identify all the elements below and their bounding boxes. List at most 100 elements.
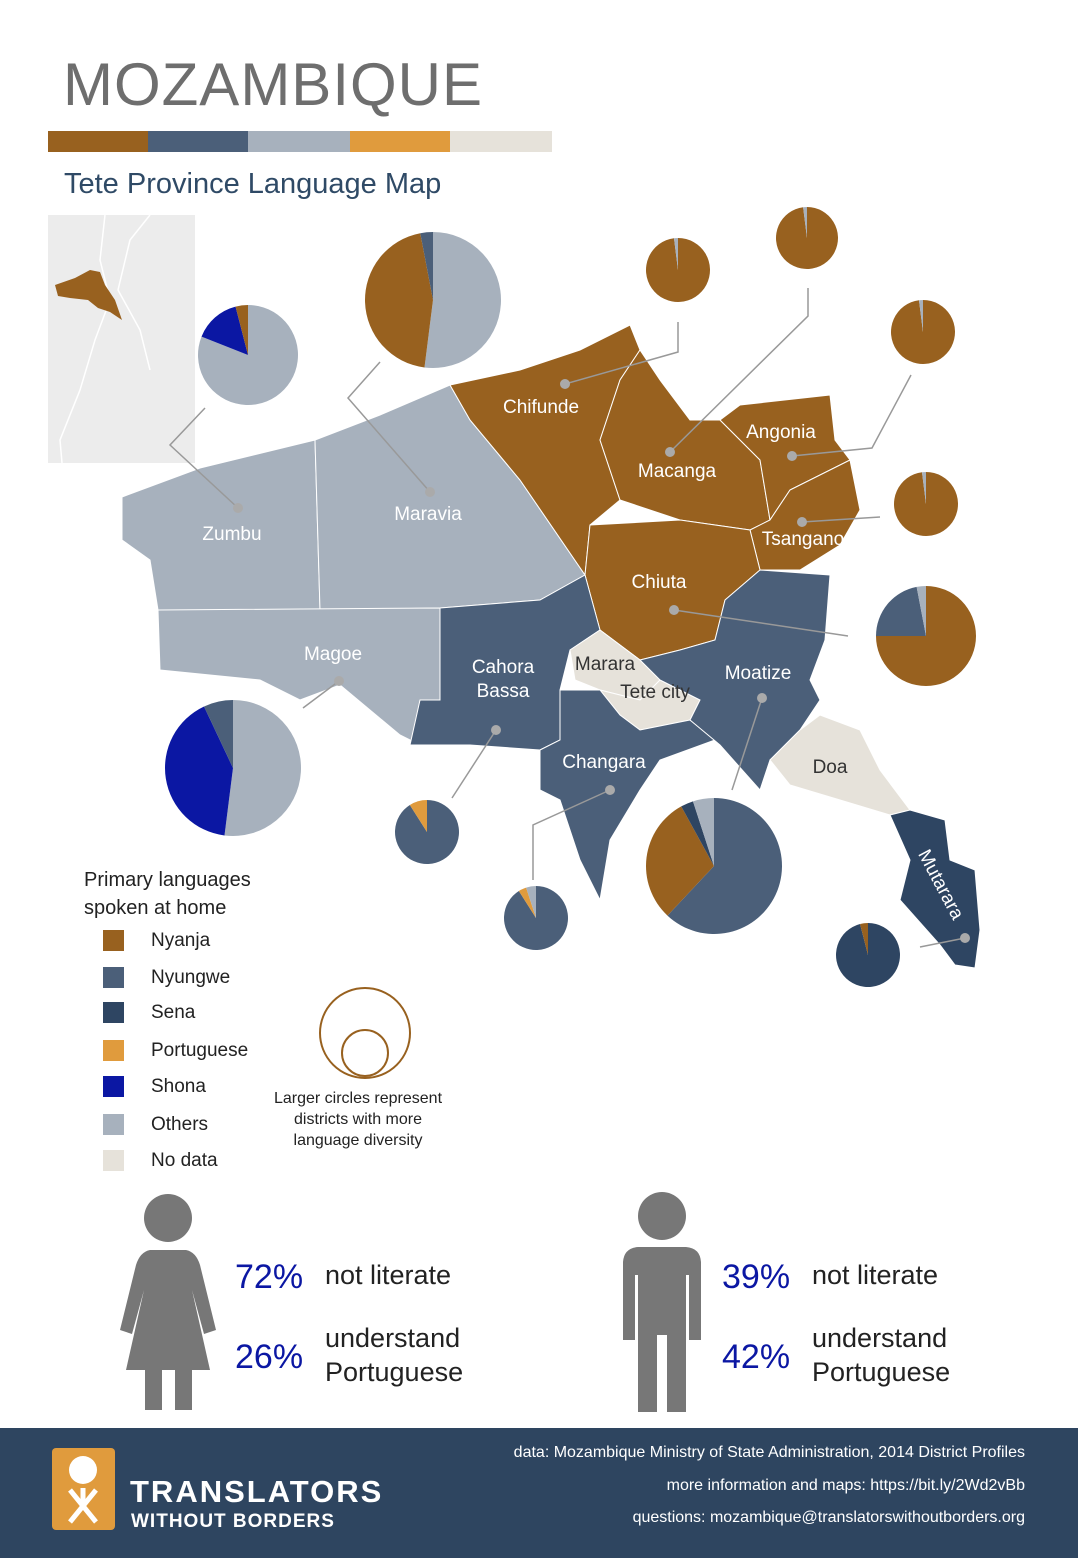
pie-slice bbox=[424, 232, 501, 368]
pie-slice bbox=[921, 472, 926, 504]
district-label: Zumbu bbox=[202, 524, 262, 545]
color-bar-segment bbox=[48, 131, 148, 152]
district-label: Tsangano bbox=[761, 529, 845, 550]
district-label: Tete city bbox=[620, 682, 690, 703]
color-bar-segment bbox=[248, 131, 350, 152]
district-shape bbox=[539, 689, 717, 902]
legend-swatch bbox=[103, 1114, 124, 1135]
pie-slice bbox=[204, 700, 233, 768]
connector-dot bbox=[334, 676, 344, 686]
district-shape bbox=[639, 569, 831, 791]
stat-value: 26% bbox=[235, 1338, 304, 1376]
pie-slice bbox=[890, 300, 955, 364]
district-label: Magoe bbox=[303, 644, 363, 665]
legend-label: Portuguese bbox=[151, 1040, 249, 1061]
stat-value: 42% bbox=[722, 1338, 791, 1376]
pie-slice bbox=[164, 706, 233, 836]
district-label: Moatize bbox=[724, 663, 792, 684]
legend-label: Others bbox=[151, 1114, 209, 1135]
pie-slice bbox=[681, 801, 714, 866]
woman-icon bbox=[120, 1194, 216, 1410]
size-legend-circle bbox=[341, 1029, 389, 1077]
color-bar-segment bbox=[450, 131, 552, 152]
pie-slice bbox=[235, 305, 248, 355]
connector-dot bbox=[960, 933, 970, 943]
district-shape bbox=[749, 459, 861, 571]
legend-swatch bbox=[103, 1150, 124, 1171]
size-legend-circle bbox=[319, 987, 411, 1079]
districts bbox=[121, 324, 981, 969]
district-label: Chiuta bbox=[631, 572, 687, 593]
legend-label: Nyanja bbox=[151, 930, 211, 951]
stat-value: 72% bbox=[235, 1258, 304, 1296]
connector-dot bbox=[757, 693, 767, 703]
pie-slice bbox=[918, 300, 923, 332]
connector-line bbox=[791, 374, 912, 457]
connector-dot bbox=[797, 517, 807, 527]
stat-text: understand Portuguese bbox=[812, 1323, 951, 1387]
connector-line bbox=[564, 322, 679, 385]
inset-map bbox=[48, 215, 195, 463]
stat-text: understand Portuguese bbox=[325, 1323, 464, 1387]
connector-dot bbox=[491, 725, 501, 735]
pie-slice bbox=[876, 586, 926, 636]
footer-line: questions: mozambique@translatorswithout… bbox=[632, 1509, 1025, 1526]
pie-slice bbox=[395, 800, 459, 865]
pie-slice bbox=[645, 806, 714, 916]
legend-title: Primary languages spoken at home bbox=[84, 869, 251, 919]
pie-slice bbox=[673, 238, 678, 270]
connector-line bbox=[731, 697, 763, 791]
pie-slice bbox=[526, 886, 536, 918]
footer-line: more information and maps: https://bit.l… bbox=[666, 1477, 1025, 1494]
pie-slice bbox=[420, 232, 433, 300]
legend-label: Sena bbox=[151, 1002, 196, 1023]
legend-swatch bbox=[103, 1040, 124, 1061]
connector-dot bbox=[605, 785, 615, 795]
color-bar-segment bbox=[148, 131, 248, 152]
legend-swatch bbox=[103, 930, 124, 951]
legend-swatch bbox=[103, 1076, 124, 1097]
connector-line bbox=[673, 609, 849, 637]
district-label: Doa bbox=[812, 757, 848, 778]
pie-slice bbox=[409, 800, 427, 832]
district-label: Angonia bbox=[746, 422, 816, 443]
connector-dot bbox=[669, 605, 679, 615]
legend-label: No data bbox=[151, 1150, 218, 1171]
district-shape bbox=[889, 809, 981, 969]
connector-line bbox=[801, 516, 881, 523]
pie-slice bbox=[893, 472, 958, 536]
connector-dot bbox=[787, 451, 797, 461]
connector-line bbox=[168, 407, 239, 509]
connector-line bbox=[669, 288, 809, 453]
district-label: Cahora Bassa bbox=[471, 657, 535, 702]
connector-line bbox=[347, 361, 431, 493]
connector-line bbox=[532, 789, 611, 880]
district-label: Changara bbox=[562, 752, 646, 773]
connector-line bbox=[451, 729, 497, 799]
district-label: Macanga bbox=[637, 461, 717, 482]
pie-slice bbox=[518, 887, 536, 918]
pie-slice bbox=[201, 306, 248, 355]
color-bar bbox=[48, 131, 552, 152]
legend-swatch bbox=[103, 967, 124, 988]
footer-band bbox=[0, 1428, 1078, 1558]
legend-swatch bbox=[103, 1002, 124, 1023]
district-label: Maravia bbox=[394, 504, 462, 525]
connector-line bbox=[302, 680, 340, 709]
legend-label: Nyungwe bbox=[151, 967, 231, 988]
pie-slice bbox=[364, 233, 433, 368]
org-subname: WITHOUT BORDERS bbox=[131, 1511, 335, 1532]
district-shape bbox=[769, 714, 911, 816]
man-icon bbox=[623, 1192, 701, 1412]
org-name: TRANSLATORS bbox=[130, 1474, 384, 1509]
connector-line bbox=[919, 937, 966, 948]
connector-dot bbox=[425, 487, 435, 497]
pie-slice bbox=[692, 798, 714, 866]
district-label: Marara bbox=[574, 654, 636, 675]
page-title: MOZAMBIQUE bbox=[63, 51, 484, 118]
pie-slice bbox=[860, 923, 868, 955]
pie-slice bbox=[197, 305, 298, 405]
inset-borders bbox=[59, 214, 151, 464]
